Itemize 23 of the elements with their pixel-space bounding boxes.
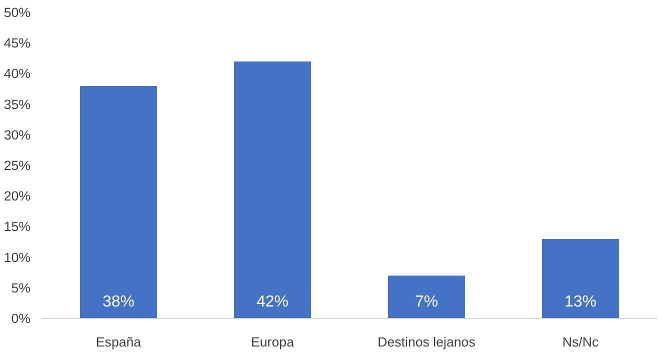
bar: [388, 276, 465, 318]
bar: [234, 61, 311, 318]
y-tick-label: 5%: [11, 280, 31, 296]
y-tick-label: 15%: [4, 219, 31, 234]
x-tick-label: Europa: [251, 334, 295, 350]
data-label: 7%: [414, 294, 438, 310]
data-label: 42%: [256, 294, 289, 310]
bar: [80, 86, 157, 318]
y-tick-label: 25%: [4, 158, 31, 173]
y-tick-label: 45%: [4, 36, 31, 51]
y-tick-label: 40%: [4, 66, 31, 82]
y-tick-label: 50%: [4, 5, 31, 20]
x-tick-label: Destinos lejanos: [378, 334, 476, 350]
y-tick-label: 30%: [4, 127, 31, 142]
data-label: 13%: [564, 294, 597, 310]
bar: [542, 238, 619, 318]
y-tick-label: 35%: [4, 96, 31, 112]
y-tick-label: 10%: [4, 250, 31, 265]
x-tick-label: España: [96, 334, 142, 350]
y-tick-label: 0%: [11, 311, 31, 326]
data-label: 38%: [102, 294, 135, 310]
y-tick-label: 20%: [4, 188, 31, 204]
x-tick-label: Ns/Nc: [562, 334, 599, 350]
